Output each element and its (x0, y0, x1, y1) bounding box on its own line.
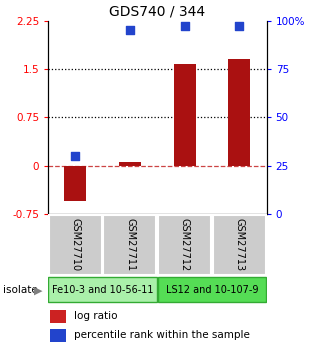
Title: GDS740 / 344: GDS740 / 344 (109, 4, 206, 18)
Bar (103, 215, 156, 275)
Point (237, 24, 242, 29)
Bar (49, 215, 102, 275)
Bar (64, 166, 86, 201)
Point (127, 28, 132, 33)
Text: LS12 and 10-107-9: LS12 and 10-107-9 (166, 285, 258, 295)
Bar (48, 277, 157, 303)
Bar (228, 59, 250, 166)
Text: GSM27710: GSM27710 (70, 218, 80, 272)
Point (182, 24, 187, 29)
Text: log ratio: log ratio (74, 312, 118, 322)
Text: GSM27711: GSM27711 (125, 218, 135, 272)
Bar (50, 329, 65, 342)
Text: GSM27713: GSM27713 (234, 218, 244, 272)
Bar (213, 215, 265, 275)
Text: Fe10-3 and 10-56-11: Fe10-3 and 10-56-11 (52, 285, 153, 295)
Bar (50, 310, 65, 323)
Bar (157, 277, 266, 303)
Bar (174, 64, 196, 166)
Point (73, 153, 78, 159)
Text: isolate: isolate (3, 285, 38, 295)
Text: GSM27712: GSM27712 (179, 218, 190, 272)
Bar (158, 215, 211, 275)
Text: ▶: ▶ (33, 285, 42, 295)
Bar (119, 162, 141, 166)
Text: percentile rank within the sample: percentile rank within the sample (74, 331, 250, 341)
